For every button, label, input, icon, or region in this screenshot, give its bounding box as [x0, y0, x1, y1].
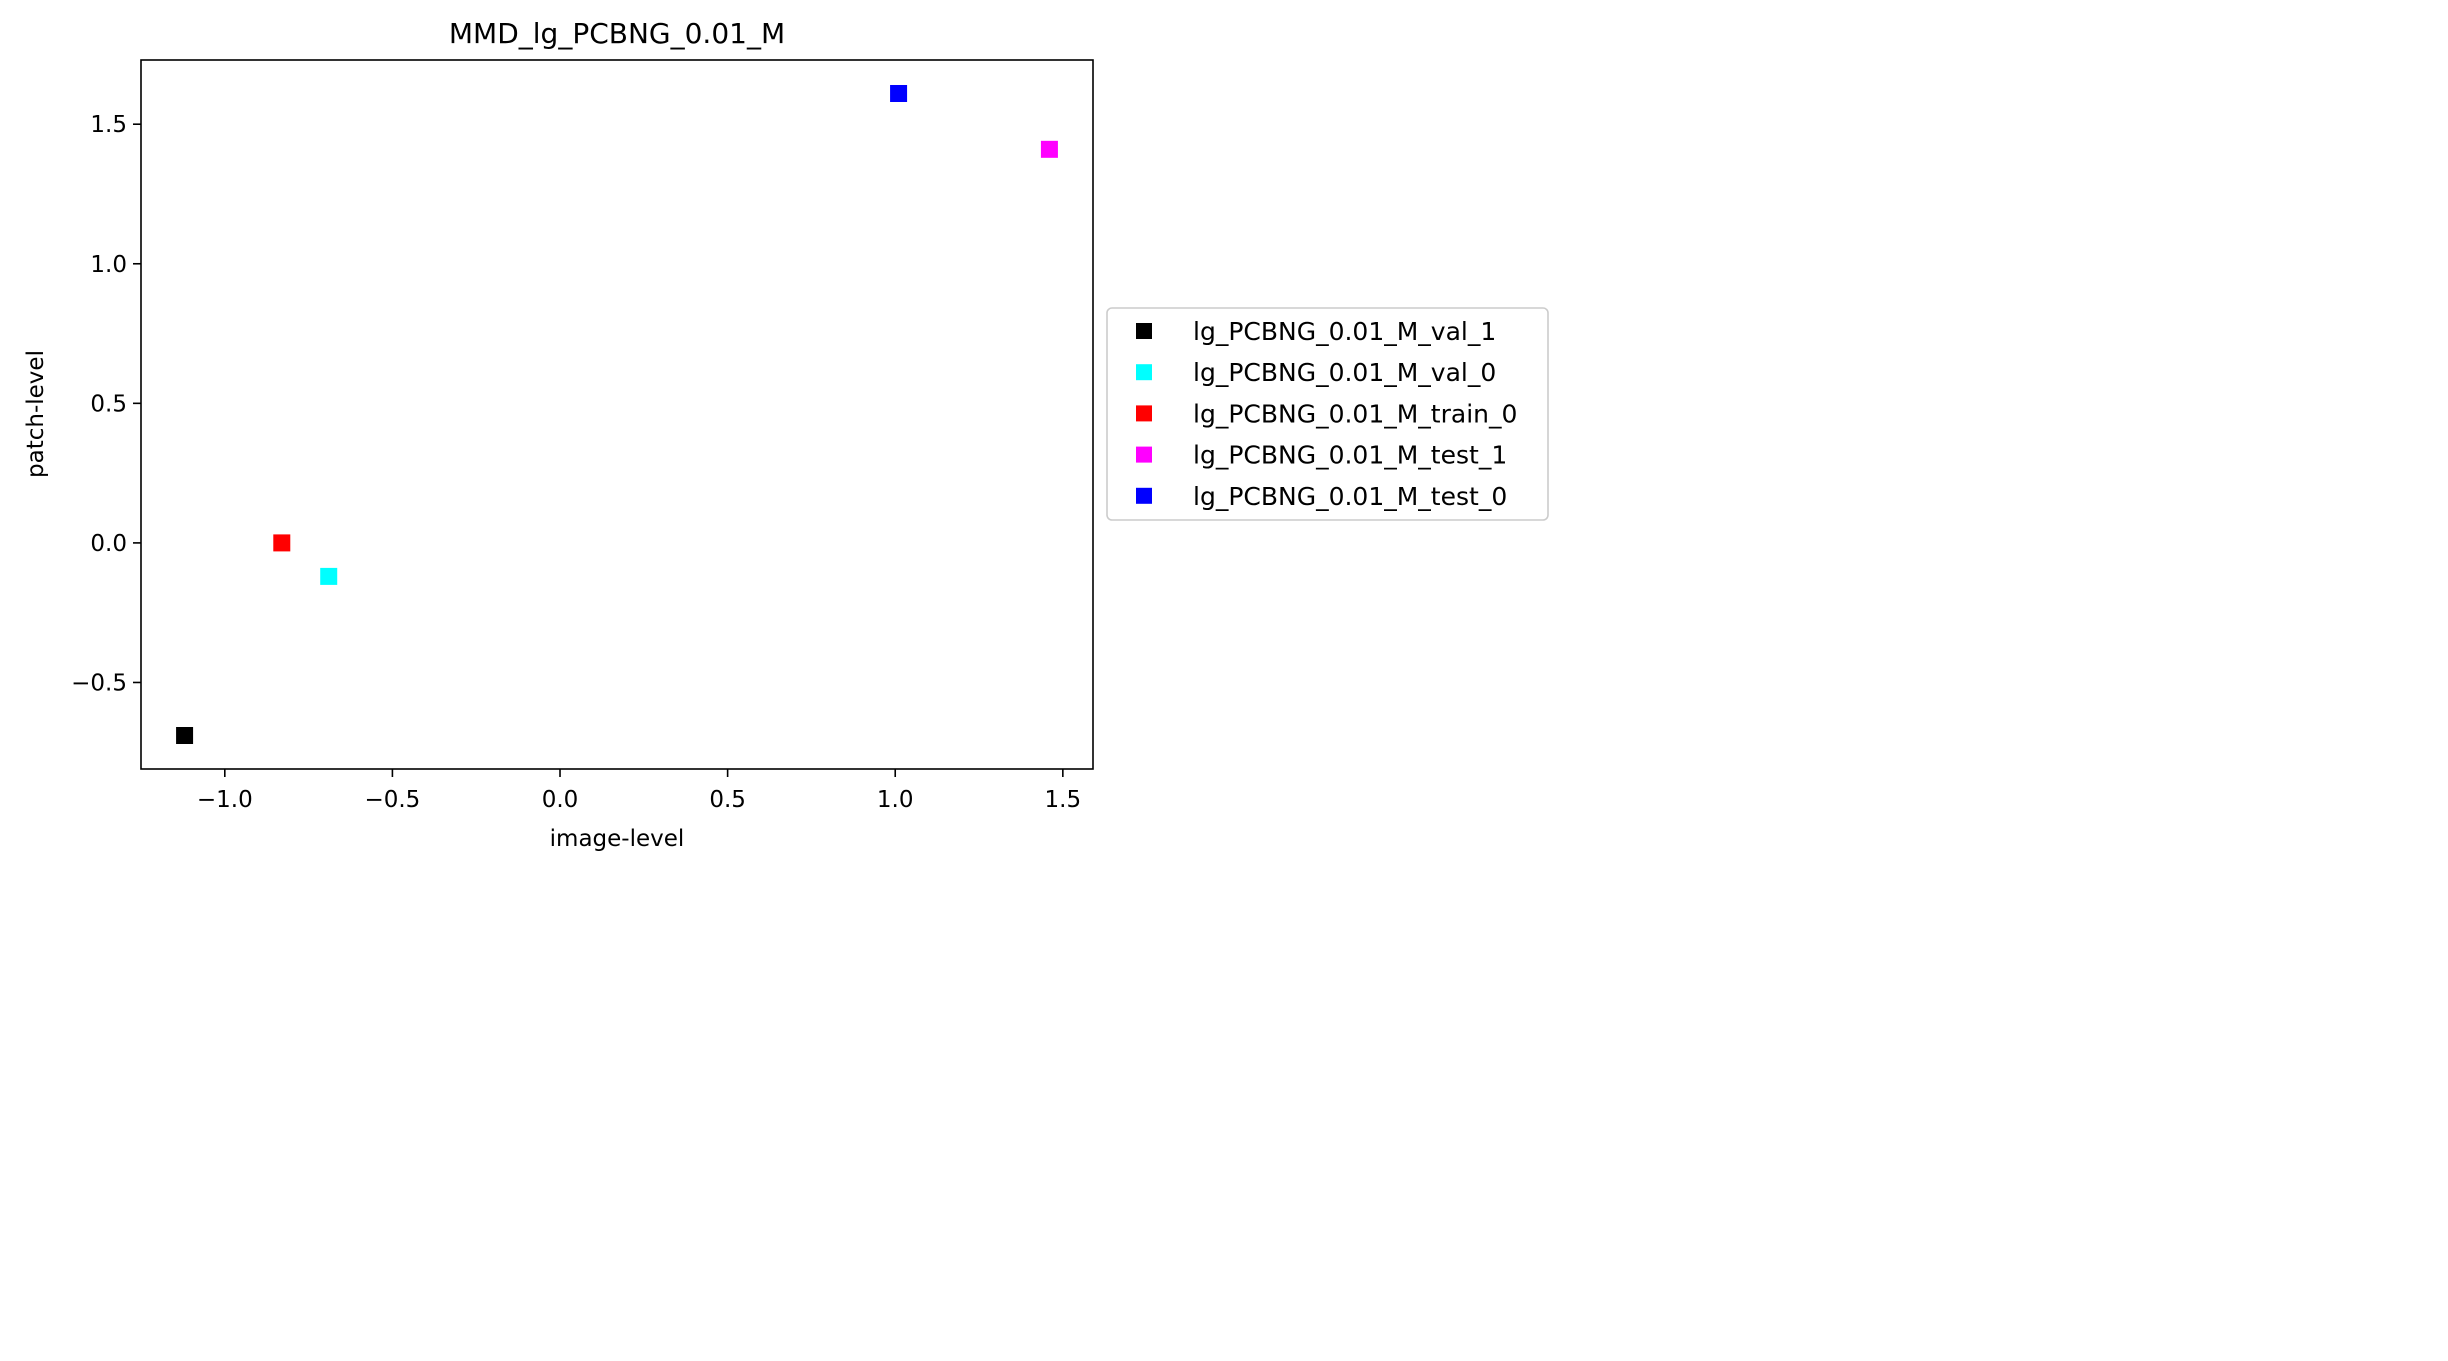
data-points — [176, 84, 1058, 745]
x-tick-label: −1.0 — [197, 787, 253, 813]
chart-title: MMD_lg_PCBNG_0.01_M — [449, 17, 785, 50]
legend-marker — [1136, 405, 1152, 422]
scatter-chart: MMD_lg_PCBNG_0.01_M −1.0 −0.5 0.0 0.5 1.0 1.5… — [23, 17, 1549, 852]
legend-label: lg_PCBNG_0.01_M_val_0 — [1193, 358, 1496, 387]
plot-area — [140, 59, 1094, 770]
legend-marker — [1136, 487, 1152, 504]
legend-label: lg_PCBNG_0.01_M_val_1 — [1193, 317, 1496, 346]
x-tick-label: 1.0 — [877, 787, 914, 813]
data-point — [176, 727, 194, 745]
x-tick-label: 0.0 — [542, 787, 579, 813]
legend-marker — [1136, 323, 1152, 339]
x-axis-label: image-level — [550, 826, 685, 852]
legend-label: lg_PCBNG_0.01_M_train_0 — [1193, 399, 1517, 428]
y-axis-label: patch-level — [23, 350, 49, 478]
data-point — [273, 534, 291, 552]
legend-label: lg_PCBNG_0.01_M_test_0 — [1193, 482, 1507, 511]
x-tick-label: −0.5 — [364, 787, 420, 813]
legend-label: lg_PCBNG_0.01_M_test_1 — [1193, 441, 1507, 470]
legend-marker — [1136, 446, 1152, 463]
data-point — [320, 567, 338, 585]
y-tick-label: 0.0 — [90, 531, 127, 557]
y-tick-label: 1.5 — [90, 112, 127, 138]
y-tick-label: 1.0 — [90, 252, 127, 278]
y-tick-label: −0.5 — [71, 670, 127, 696]
y-tick-label: 0.5 — [90, 391, 127, 417]
x-tick-label: 1.5 — [1045, 787, 1082, 813]
legend-box — [1106, 307, 1549, 521]
data-point — [890, 84, 908, 102]
legend: lg_PCBNG_0.01_M_val_1 lg_PCBNG_0.01_M_val… — [1106, 307, 1549, 521]
y-axis: −0.5 0.0 0.5 1.0 1.5 — [71, 112, 141, 696]
legend-marker — [1136, 364, 1152, 381]
data-point — [1040, 140, 1058, 158]
x-tick-label: 0.5 — [709, 787, 746, 813]
x-axis: −1.0 −0.5 0.0 0.5 1.0 1.5 — [197, 769, 1081, 813]
